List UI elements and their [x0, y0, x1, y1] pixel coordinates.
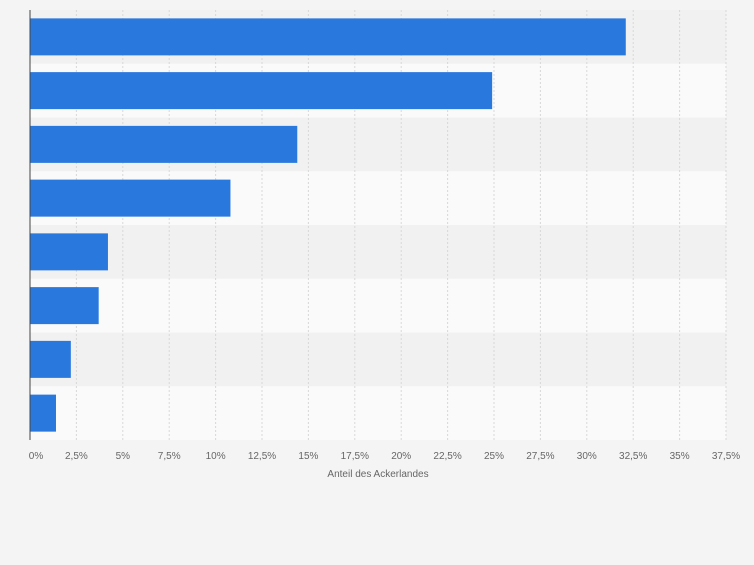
bar[interactable]: 3,7% — [30, 287, 99, 325]
bar[interactable]: 24,9% — [30, 72, 493, 110]
row-band — [30, 386, 726, 440]
row-bands — [30, 10, 726, 440]
bar[interactable]: 10,8% — [30, 179, 231, 217]
x-tick-label: 20% — [391, 451, 411, 462]
x-tick-label: 37,5% — [712, 451, 740, 462]
x-tick-label: 12,5% — [248, 451, 276, 462]
row-band — [30, 225, 726, 279]
bars: 32,1% 24,9% 14,4% 10,8% 4,2% 3,7% 2,2% 1,4% — [30, 18, 626, 432]
x-tick-label: 22,5% — [433, 451, 461, 462]
x-tick-label: 32,5% — [619, 451, 647, 462]
bar[interactable]: 4,2% — [30, 233, 108, 271]
x-tick-label: 0% — [29, 451, 44, 462]
x-tick-label: 15% — [298, 451, 318, 462]
x-tick-label: 27,5% — [526, 451, 554, 462]
x-tick-labels: 0% 2,5% 5% 7,5% 10% 12,5% 15% 17,5% 20% 22,5% 25% 2… — [29, 451, 741, 462]
bar[interactable]: 14,4% — [30, 125, 298, 163]
bar[interactable]: 2,2% — [30, 340, 71, 378]
x-tick-label: 30% — [577, 451, 597, 462]
x-tick-label: 5% — [116, 451, 131, 462]
row-band — [30, 278, 726, 333]
x-tick-label: 35% — [670, 451, 690, 462]
bar[interactable]: 32,1% — [30, 18, 626, 56]
x-tick-label: 25% — [484, 451, 504, 462]
x-tick-label: 17,5% — [341, 451, 369, 462]
x-tick-label: 2,5% — [65, 451, 88, 462]
x-axis-label: Anteil des Ackerlandes — [327, 469, 428, 480]
bar[interactable]: 1,4% — [30, 394, 56, 432]
x-tick-label: 7,5% — [158, 451, 181, 462]
row-band — [30, 332, 726, 387]
x-tick-label: 10% — [206, 451, 226, 462]
